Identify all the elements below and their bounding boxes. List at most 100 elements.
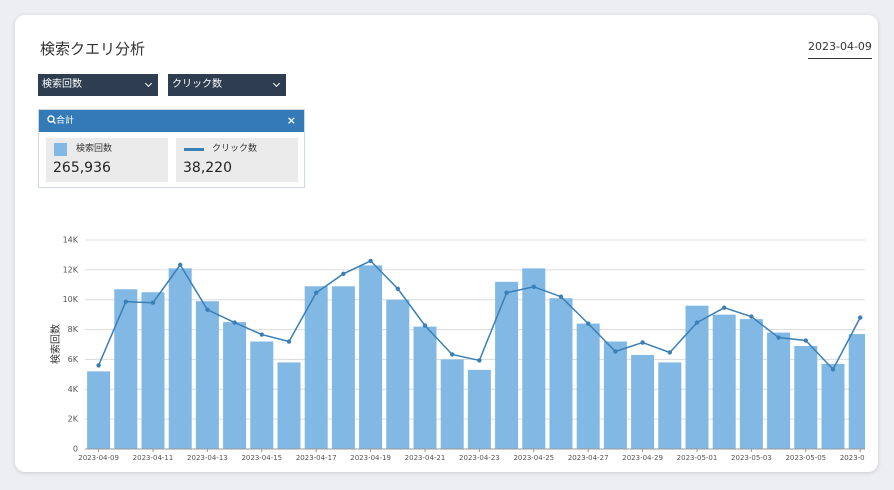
legend-swatch	[54, 143, 67, 156]
line-point	[96, 363, 101, 368]
y-tick-label: 0	[73, 445, 78, 454]
metric-dropdown[interactable]: クリック数	[168, 74, 286, 96]
line-point	[422, 323, 428, 328]
panel-header: 合計 ×	[39, 110, 304, 132]
line-point	[858, 315, 863, 320]
summary-panel: 合計 × 検索回数 265,936 クリック数 38,220	[38, 109, 305, 188]
x-tick-label: 2023-04-23	[459, 454, 500, 462]
line-point	[450, 352, 455, 357]
line-point	[150, 300, 156, 305]
close-button[interactable]: ×	[286, 114, 296, 127]
bar	[168, 268, 192, 449]
x-tick-label: 2023-04-21	[405, 454, 446, 462]
line-point	[286, 339, 292, 344]
panel-title: 合計	[56, 116, 75, 126]
legend-label: 検索回数	[76, 144, 113, 154]
y-tick-label: 4K	[68, 385, 79, 394]
bar	[767, 332, 791, 449]
x-tick-label: 2023-05-03	[731, 454, 772, 462]
page-title: 検索クエリ分析	[40, 40, 146, 58]
line-point	[531, 284, 536, 289]
bar	[114, 289, 138, 449]
bar	[685, 305, 709, 449]
bar	[223, 322, 247, 449]
x-tick-label: 2023-05-01	[677, 454, 718, 462]
summary-box: クリック数 38,220	[176, 138, 298, 182]
bar	[739, 319, 763, 449]
line-point	[395, 286, 400, 291]
bar	[277, 362, 301, 449]
legend-swatch	[184, 148, 204, 151]
x-tick-label: 2023-04-09	[78, 454, 119, 462]
y-axis-label: 検索回数	[49, 324, 62, 364]
bar	[250, 341, 274, 449]
summary-value: 265,936	[53, 160, 111, 176]
bar	[331, 286, 355, 449]
line-point	[341, 271, 346, 277]
legend-label: クリック数	[212, 144, 258, 154]
y-tick-label: 6K	[68, 355, 79, 364]
bar	[821, 363, 845, 449]
line-point	[368, 258, 373, 264]
line-point	[259, 332, 264, 337]
x-tick-label: 2023-04-13	[187, 454, 228, 462]
date-picker[interactable]: 2023-04-09	[808, 40, 872, 59]
line-point	[694, 320, 700, 325]
x-tick-label: 2023-04-19	[350, 454, 391, 462]
line-point	[558, 294, 564, 299]
x-tick-label: 2023-04-29	[622, 454, 663, 462]
line-point	[722, 305, 727, 310]
bar	[359, 265, 383, 449]
line-point	[232, 320, 237, 325]
bar	[549, 298, 573, 449]
x-tick-label: 2023-04-11	[133, 454, 174, 462]
bar	[658, 362, 682, 449]
bar	[413, 326, 437, 449]
x-tick-label: 2023-04-15	[241, 454, 282, 462]
y-tick-label: 10K	[63, 295, 79, 304]
line-point	[205, 307, 210, 312]
y-tick-label: 8K	[68, 325, 79, 334]
line-point	[613, 349, 618, 354]
bar	[440, 359, 464, 449]
x-tick-label: 2023-05-05	[785, 454, 826, 462]
line-point	[776, 335, 781, 340]
bar	[467, 369, 491, 449]
line-point	[803, 338, 808, 343]
x-tick-label: 2023-04-27	[568, 454, 609, 462]
bar	[141, 292, 165, 449]
chart: 検索回数 0 2K 4K 6K 8K 10K 12K 14K 2023-04-09 2023-04…	[49, 236, 865, 462]
line-point	[830, 367, 836, 372]
line-point	[504, 290, 509, 295]
bar	[495, 281, 519, 449]
line-point	[749, 314, 754, 319]
line-point	[586, 321, 591, 326]
bar	[631, 354, 655, 449]
metric-dropdown[interactable]: 検索回数	[38, 74, 158, 96]
bar	[576, 323, 600, 449]
bar	[848, 334, 865, 449]
x-tick-label: 2023-04-25	[513, 454, 554, 462]
bar	[794, 345, 818, 449]
bar	[522, 268, 546, 449]
line-point	[477, 358, 482, 363]
summary-box: 検索回数 265,936	[46, 138, 168, 182]
line-point	[178, 262, 183, 268]
search-icon	[47, 115, 56, 124]
bar	[603, 341, 627, 449]
bar	[195, 301, 219, 449]
y-tick-label: 14K	[63, 236, 79, 245]
bar	[712, 314, 736, 449]
x-tick-label: 2023-05-07	[840, 454, 865, 462]
line-point	[123, 299, 128, 304]
line-point	[667, 350, 672, 355]
y-tick-label: 2K	[68, 415, 79, 424]
y-tick-label: 12K	[63, 265, 79, 274]
line-point	[314, 290, 319, 295]
x-tick-label: 2023-04-17	[296, 454, 337, 462]
bar	[87, 371, 111, 449]
bar	[304, 286, 328, 449]
bar	[386, 299, 410, 449]
summary-value: 38,220	[183, 160, 232, 176]
